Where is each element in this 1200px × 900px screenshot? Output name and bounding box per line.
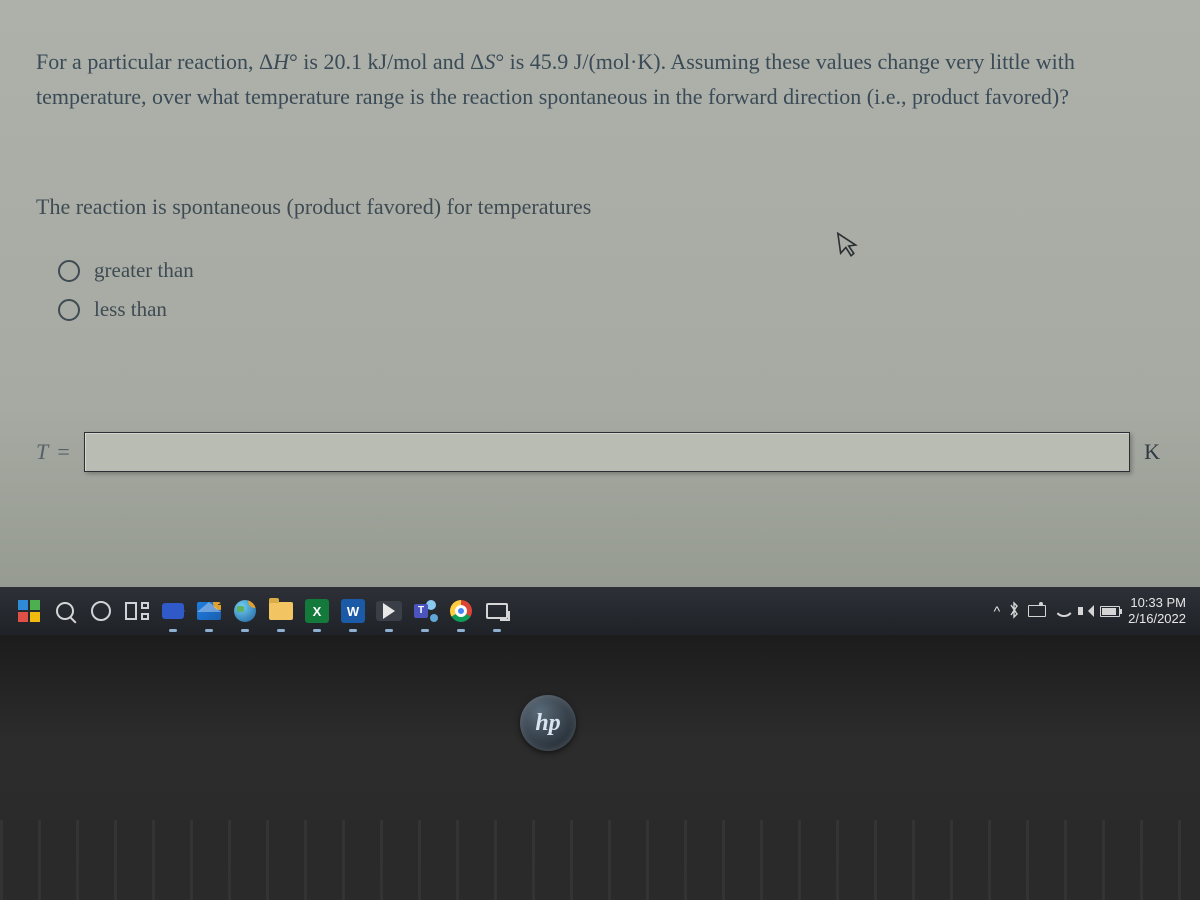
word-app[interactable]: W xyxy=(338,596,368,626)
wifi-icon[interactable] xyxy=(1054,605,1070,617)
touch-keyboard-icon[interactable] xyxy=(1028,605,1046,617)
word-icon: W xyxy=(341,599,365,623)
mail-app[interactable]: 1 xyxy=(194,596,224,626)
cortana-icon xyxy=(91,601,111,621)
q-seg: and Δ xyxy=(427,49,484,74)
laptop-bezel: hp xyxy=(0,635,1200,900)
camera-icon xyxy=(162,603,184,619)
radio-group: greater than less than xyxy=(58,258,1164,322)
task-view-icon xyxy=(125,602,149,620)
var-t: T xyxy=(36,439,48,464)
taskbar-left: 1 6 X W T xyxy=(14,596,988,626)
hp-logo-icon: hp xyxy=(520,695,576,751)
bluetooth-icon[interactable] xyxy=(1008,601,1020,622)
answer-variable: T = xyxy=(36,439,70,465)
option-greater-than[interactable]: greater than xyxy=(58,258,1164,283)
q-val-dh: 20.1 kJ/mol xyxy=(323,49,427,74)
clock-date: 2/16/2022 xyxy=(1128,611,1186,627)
option-label: greater than xyxy=(94,258,194,283)
question-text: For a particular reaction, ΔH° is 20.1 k… xyxy=(36,44,1164,114)
camera-app[interactable] xyxy=(158,596,188,626)
snip-icon xyxy=(486,603,508,619)
windows-logo-icon xyxy=(18,600,40,622)
mail-badge: 1 xyxy=(213,602,221,610)
cortana-button[interactable] xyxy=(86,596,116,626)
battery-icon[interactable] xyxy=(1100,606,1120,617)
globe-badge: 6 xyxy=(248,600,256,608)
system-tray: ^ 10:33 PM 2/16/2022 xyxy=(994,595,1186,628)
tray-overflow[interactable]: ^ xyxy=(994,603,1001,619)
chrome-app[interactable] xyxy=(446,596,476,626)
radio-icon xyxy=(58,260,80,282)
answer-row: T = K xyxy=(36,432,1164,472)
task-view-button[interactable] xyxy=(122,596,152,626)
q-val-ds: 45.9 J/(mol·K) xyxy=(530,49,661,74)
unit-kelvin: K xyxy=(1144,439,1164,465)
windows-taskbar: 1 6 X W T ^ xyxy=(0,587,1200,635)
temperature-input[interactable] xyxy=(84,432,1130,472)
globe-icon: 6 xyxy=(234,600,256,622)
excel-app[interactable]: X xyxy=(302,596,332,626)
folder-icon xyxy=(269,602,293,620)
browser-app[interactable]: 6 xyxy=(230,596,260,626)
sub-prompt: The reaction is spontaneous (product fav… xyxy=(36,194,1164,220)
teams-app[interactable]: T xyxy=(410,596,440,626)
q-var-h: H xyxy=(273,49,289,74)
equals-sign: = xyxy=(57,439,69,464)
clock[interactable]: 10:33 PM 2/16/2022 xyxy=(1128,595,1186,628)
file-explorer[interactable] xyxy=(266,596,296,626)
clock-time: 10:33 PM xyxy=(1128,595,1186,611)
search-button[interactable] xyxy=(50,596,80,626)
snipping-tool[interactable] xyxy=(482,596,512,626)
q-var-s: S xyxy=(484,49,495,74)
chrome-icon xyxy=(450,600,472,622)
search-icon xyxy=(56,602,74,620)
teams-icon: T xyxy=(414,600,436,622)
start-button[interactable] xyxy=(14,596,44,626)
speaker-icon[interactable] xyxy=(1078,605,1092,617)
question-area: For a particular reaction, ΔH° is 20.1 k… xyxy=(0,0,1200,472)
media-player[interactable] xyxy=(374,596,404,626)
play-icon xyxy=(376,601,402,621)
q-seg: ° is xyxy=(495,49,529,74)
radio-icon xyxy=(58,299,80,321)
keyboard-edge xyxy=(0,820,1200,900)
option-less-than[interactable]: less than xyxy=(58,297,1164,322)
mail-icon: 1 xyxy=(197,602,221,620)
q-seg: ° is xyxy=(289,49,323,74)
option-label: less than xyxy=(94,297,167,322)
excel-icon: X xyxy=(305,599,329,623)
q-seg: For a particular reaction, Δ xyxy=(36,49,273,74)
